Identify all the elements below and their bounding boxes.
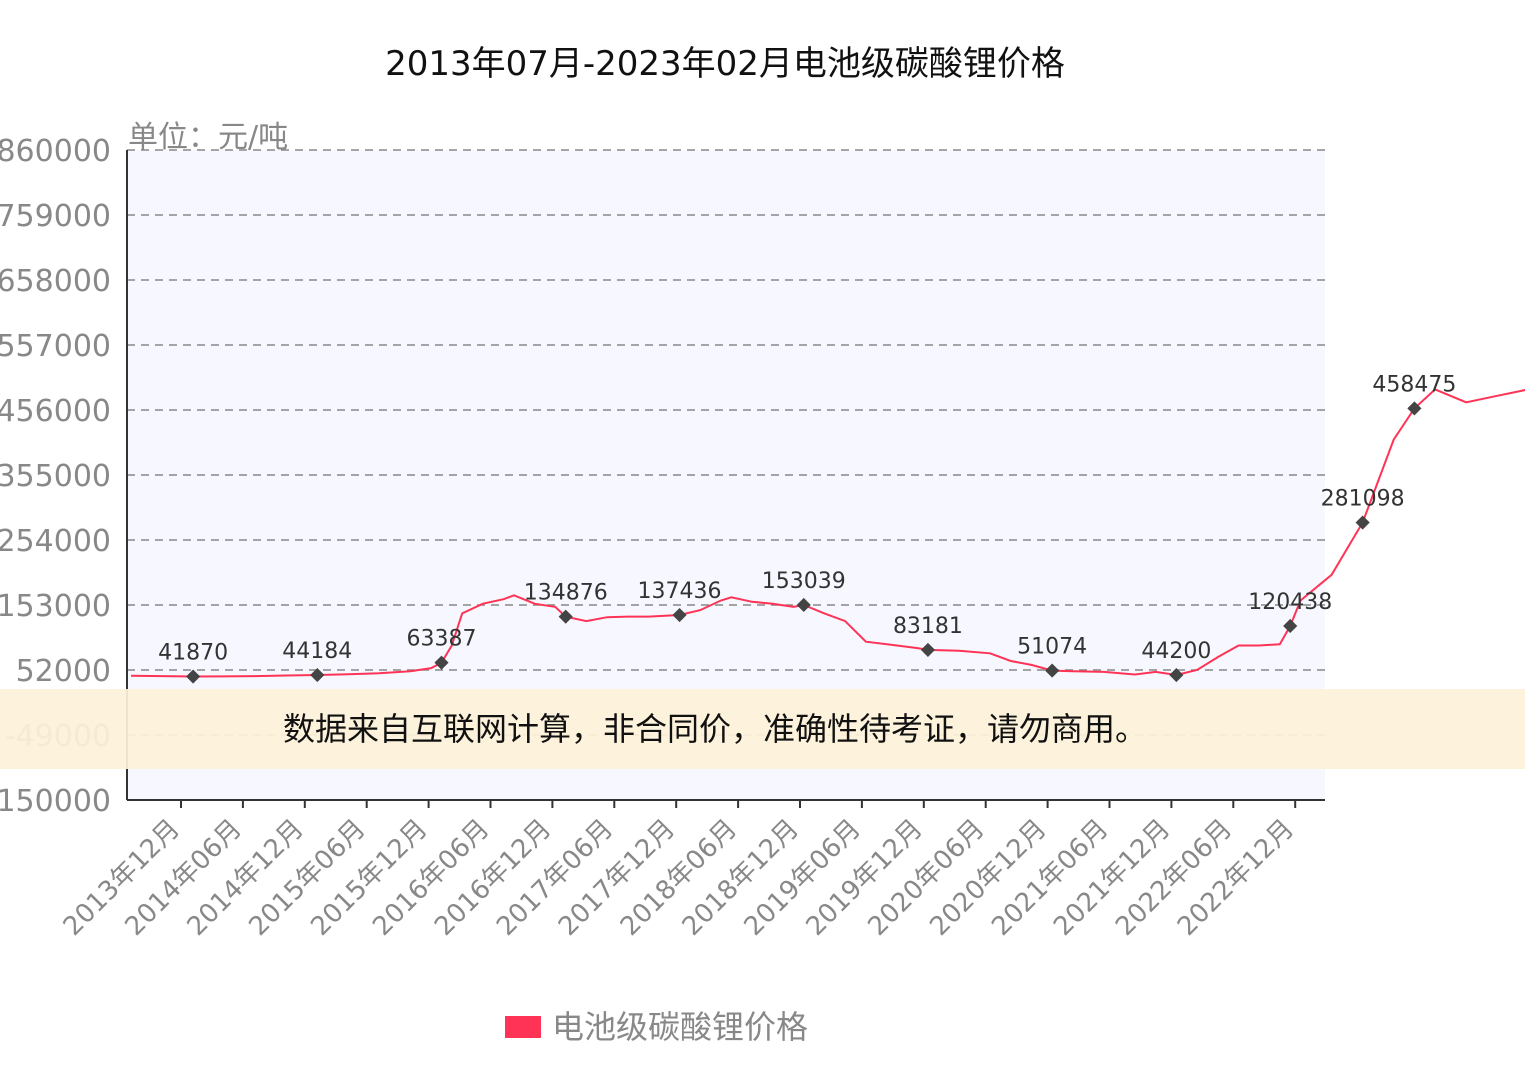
data-marker <box>796 597 811 613</box>
data-marker <box>672 607 687 623</box>
data-marker <box>186 669 201 684</box>
legend-swatch <box>505 1016 541 1038</box>
data-label: 44184 <box>282 639 352 664</box>
y-tick-label: 456000 <box>0 394 111 429</box>
x-axis-ticks: 2013年12月2014年06月2014年12月2015年06月2015年12月… <box>58 800 1300 942</box>
data-label: 83181 <box>893 614 963 639</box>
data-label: 120438 <box>1248 590 1332 615</box>
data-marker <box>1355 515 1370 530</box>
data-label: 281098 <box>1321 487 1405 512</box>
y-tick-label: 860000 <box>0 134 111 169</box>
data-marker <box>1407 401 1422 416</box>
data-marker <box>1283 618 1298 634</box>
y-tick-label: 658000 <box>0 264 111 299</box>
data-label: 137436 <box>638 579 722 604</box>
unit-label: 单位：元/吨 <box>128 120 288 155</box>
data-marker <box>558 609 573 624</box>
data-marker <box>1169 667 1184 683</box>
y-tick-label: 153000 <box>0 589 111 624</box>
y-tick-label: 355000 <box>0 459 111 494</box>
data-label: 41870 <box>158 641 228 666</box>
data-markers: 41870 44184 63387 134876 137436 153039 83181 51… <box>158 372 1456 684</box>
y-tick-label: 254000 <box>0 524 111 559</box>
y-tick-label: 557000 <box>0 329 111 364</box>
y-tick-label: -150000 <box>0 784 111 819</box>
legend: 电池级碳酸锂价格 <box>505 1008 808 1046</box>
data-marker <box>1045 663 1060 678</box>
chart-title: 2013年07月-2023年02月电池级碳酸锂价格 <box>385 44 1065 84</box>
data-marker <box>434 655 449 670</box>
data-label: 458475 <box>1372 372 1456 397</box>
grid-lines <box>127 149 1325 736</box>
data-label: 51074 <box>1017 635 1087 660</box>
data-label: 44200 <box>1141 639 1211 664</box>
legend-label: 电池级碳酸锂价格 <box>552 1008 808 1046</box>
disclaimer-text: 数据来自互联网计算，非合同价，准确性待考证，请勿商用。 <box>283 710 1147 748</box>
data-marker <box>310 667 325 683</box>
data-label: 134876 <box>524 581 608 606</box>
data-marker <box>920 642 936 658</box>
y-tick-label: 52000 <box>16 654 111 689</box>
y-tick-label: 759000 <box>0 199 111 234</box>
series-line-price <box>130 388 1525 678</box>
disclaimer-banner: 数据来自互联网计算，非合同价，准确性待考证，请勿商用。 <box>0 689 1525 769</box>
disclaimer-background <box>0 689 1525 769</box>
data-label: 63387 <box>407 627 477 652</box>
data-label: 153039 <box>762 569 846 594</box>
